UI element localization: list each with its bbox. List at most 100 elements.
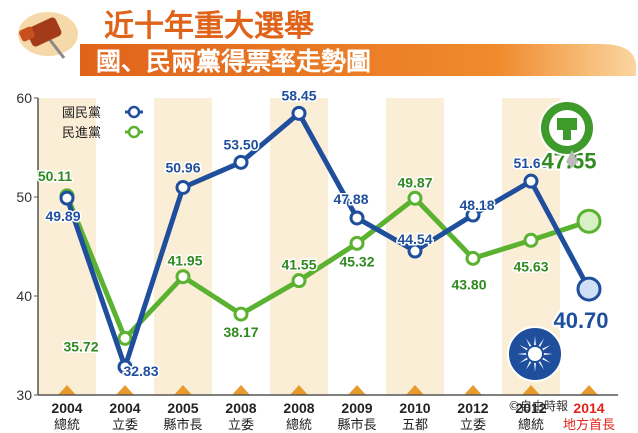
axes [37, 98, 618, 396]
dpp-data-label: 41.55 [281, 257, 316, 273]
dpp-data-label: 41.95 [167, 253, 202, 269]
data-labels: 49.89 32.83 50.96 53.50 58.45 47.88 44.54 48.18… [36, 86, 610, 381]
kmt-data-point [59, 190, 75, 206]
category-column [96, 98, 154, 395]
y-tick-label: 60 [16, 90, 32, 106]
credit-label: ©自由時報 [508, 399, 568, 413]
dpp-data-label: 35.72 [63, 338, 98, 354]
x-tick-name: 五都 [402, 418, 428, 433]
kmt-data-label: 40.70 [553, 308, 608, 333]
x-tick-year: 2014 [573, 400, 604, 416]
y-ticks: 30 40 50 60 [16, 90, 38, 403]
dpp-emblem-icon [539, 100, 595, 168]
kmt-data-label: 51.60 [513, 155, 548, 171]
x-tick-year: 2008 [225, 400, 256, 416]
category-marker-icon [232, 385, 250, 395]
x-tick-year: 2010 [399, 400, 430, 416]
kmt-data-label: 49.89 [45, 208, 80, 224]
series-lines [59, 105, 602, 375]
x-tick-year: 2008 [283, 400, 314, 416]
sun-ray [541, 357, 551, 363]
kmt-data-label: 47.88 [333, 191, 368, 207]
dpp-data-label: 50.11 [38, 168, 72, 184]
category-marker-icon [290, 385, 308, 395]
header: 近十年重大選舉 國、民兩黨得票率走勢圖 [18, 9, 636, 76]
sun-ray [517, 352, 528, 356]
x-labels: 2004總統2004立委2005縣市長2008立委2008總統2009縣市長20… [51, 400, 615, 433]
kmt-data-label: 58.45 [281, 87, 316, 103]
dpp-data-point [175, 269, 191, 285]
legend-item-dpp: 民進黨 [62, 125, 143, 141]
dpp-data-point [233, 306, 249, 322]
title-banner [80, 44, 636, 76]
category-column [270, 98, 328, 395]
dpp-data-point [523, 232, 539, 248]
dpp-data-point [576, 208, 602, 234]
sun-ray [533, 361, 537, 372]
category-marker-icon [406, 385, 424, 395]
kmt-data-label: 32.83 [123, 363, 158, 379]
kmt-data-point [523, 173, 539, 189]
kmt-data-point [576, 276, 602, 302]
kmt-data-label: 44.54 [397, 231, 432, 247]
legend-item-kmt: 國民黨 [62, 105, 143, 121]
x-tick-year: 2005 [167, 400, 198, 416]
dpp-data-point [407, 190, 423, 206]
sun-ray [541, 345, 551, 351]
y-tick-label: 30 [16, 387, 32, 403]
chart-subtitle: 國、民兩黨得票率走勢圖 [96, 47, 371, 76]
x-tick-name: 立委 [112, 418, 138, 433]
x-tick-name: 立委 [460, 418, 486, 433]
x-tick-name: 總統 [286, 417, 312, 433]
kmt-data-point [233, 154, 249, 170]
kmt-data-point [291, 105, 307, 121]
category-marker-icon [348, 385, 366, 395]
kmt-data-label: 50.96 [165, 159, 200, 175]
legend: 國民黨 民進黨 [62, 105, 143, 141]
y-tick-label: 50 [16, 189, 32, 205]
legend-label-dpp: 民進黨 [62, 126, 101, 141]
category-columns [38, 98, 618, 395]
sun-ray [519, 345, 529, 351]
kmt-data-label: 53.50 [223, 136, 258, 152]
x-tick-name: 總統 [518, 417, 544, 433]
category-marker-icon [522, 385, 540, 395]
dpp-data-label: 45.63 [513, 258, 548, 274]
kmt-series-line [64, 110, 592, 370]
category-marker-icon [580, 385, 598, 395]
x-tick-year: 2012 [515, 400, 546, 416]
kmt-data-point [175, 179, 191, 195]
legend-label-kmt: 國民黨 [62, 106, 101, 121]
x-tick-year: 2012 [457, 400, 488, 416]
dpp-data-point [291, 273, 307, 289]
sun-ray [538, 338, 544, 348]
sun-ray [526, 338, 532, 348]
kmt-data-point [117, 359, 133, 375]
kmt-data-label: 48.18 [459, 197, 494, 213]
dpp-data-label: 49.87 [397, 174, 432, 190]
dpp-data-point [465, 250, 481, 266]
x-tick-name: 縣市長 [337, 417, 376, 433]
x-tick-name: 立委 [228, 418, 254, 433]
dpp-data-point [117, 330, 133, 346]
sun-ray [519, 357, 529, 363]
kmt-data-point [407, 243, 423, 259]
kmt-sun-icon [517, 336, 553, 372]
category-marker-icon [174, 385, 192, 395]
category-marker-icon [116, 385, 134, 395]
x-tick-year: 2004 [51, 400, 82, 416]
kmt-data-point [349, 210, 365, 226]
y-tick-label: 40 [16, 288, 32, 304]
x-tick-name: 總統 [54, 417, 80, 433]
category-column [444, 98, 502, 395]
sun-ray [538, 360, 544, 370]
kmt-data-point [465, 207, 481, 223]
x-tick-name: 縣市長 [163, 417, 202, 433]
sun-ray [526, 360, 532, 370]
dpp-data-label: 38.17 [223, 324, 258, 340]
sun-ray [533, 336, 537, 347]
kmt-emblem-icon [507, 326, 563, 382]
chart-title: 近十年重大選舉 [104, 9, 315, 44]
